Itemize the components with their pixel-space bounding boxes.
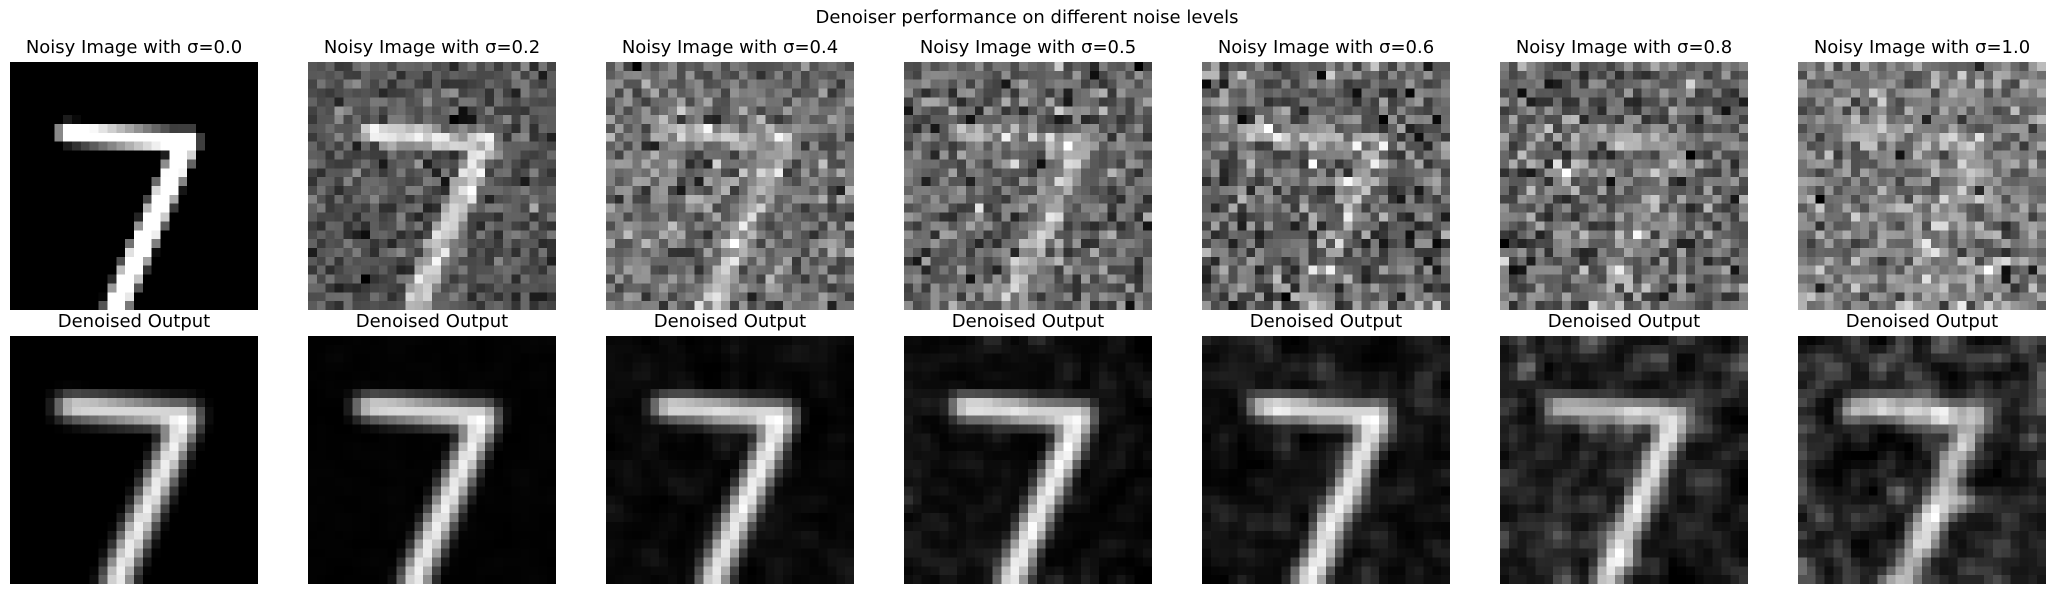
denoised-image <box>1202 336 1450 584</box>
noisy-image <box>904 62 1152 310</box>
noisy-panel-title: Noisy Image with σ=0.5 <box>919 37 1137 58</box>
denoised-image <box>904 336 1152 584</box>
noisy-image <box>10 62 258 310</box>
denoised-image <box>10 336 258 584</box>
noisy-image <box>308 62 556 310</box>
denoised-panel-title: Denoised Output <box>1547 311 1701 332</box>
denoised-image <box>1798 336 2046 584</box>
denoised-image <box>1500 336 1748 584</box>
noisy-image <box>1202 62 1450 310</box>
denoised-image <box>606 336 854 584</box>
noisy-panel-title: Noisy Image with σ=0.6 <box>1217 37 1435 58</box>
noisy-panel-title: Noisy Image with σ=0.2 <box>323 37 541 58</box>
denoised-image <box>308 336 556 584</box>
noisy-image <box>606 62 854 310</box>
denoised-panel-title: Denoised Output <box>1249 311 1403 332</box>
noisy-panel-title: Noisy Image with σ=1.0 <box>1813 37 2031 58</box>
denoised-panel-title: Denoised Output <box>57 311 211 332</box>
noisy-panel-title: Noisy Image with σ=0.0 <box>25 37 243 58</box>
figure-title: Denoiser performance on different noise … <box>815 7 1239 28</box>
denoised-panel-title: Denoised Output <box>355 311 509 332</box>
noisy-image <box>1500 62 1748 310</box>
noisy-panel-title: Noisy Image with σ=0.4 <box>621 37 839 58</box>
denoised-panel-title: Denoised Output <box>1845 311 1999 332</box>
noisy-panel-title: Noisy Image with σ=0.8 <box>1515 37 1733 58</box>
noisy-image <box>1798 62 2046 310</box>
denoised-panel-title: Denoised Output <box>951 311 1105 332</box>
denoised-panel-title: Denoised Output <box>653 311 807 332</box>
